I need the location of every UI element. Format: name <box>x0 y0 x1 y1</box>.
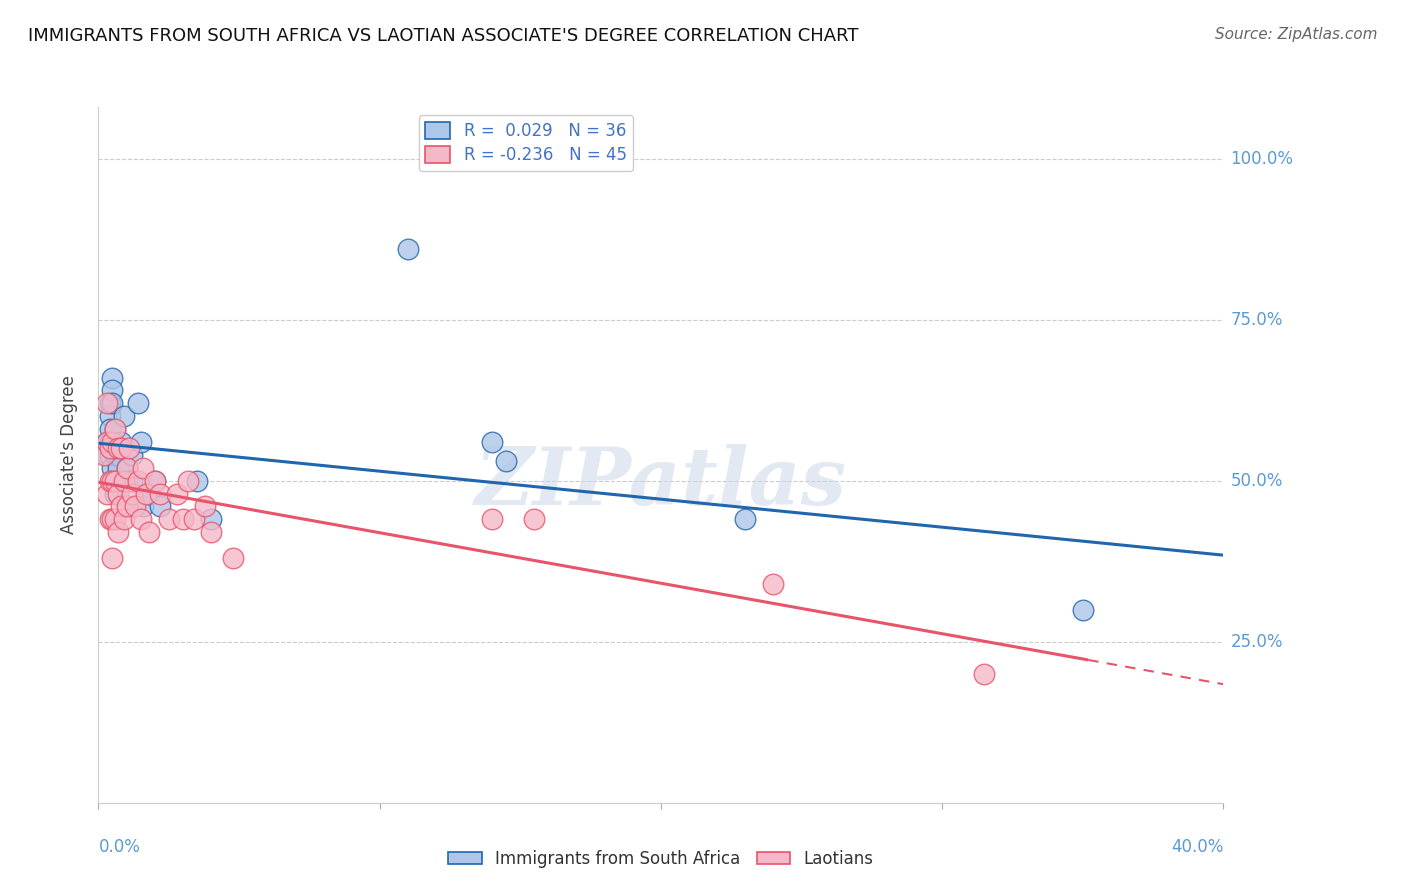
Point <box>96 435 118 450</box>
Point <box>112 512 135 526</box>
Point <box>104 422 127 436</box>
Text: 40.0%: 40.0% <box>1171 838 1223 856</box>
Point <box>481 435 503 450</box>
Point <box>523 512 546 526</box>
Point <box>101 474 124 488</box>
Point <box>98 396 121 410</box>
Text: 25.0%: 25.0% <box>1230 632 1282 651</box>
Point <box>138 486 160 500</box>
Text: 100.0%: 100.0% <box>1230 150 1294 168</box>
Point <box>118 442 141 456</box>
Point <box>104 448 127 462</box>
Point <box>183 512 205 526</box>
Point <box>135 486 157 500</box>
Point <box>127 396 149 410</box>
Point <box>104 474 127 488</box>
Point <box>127 474 149 488</box>
Point <box>107 442 129 456</box>
Text: IMMIGRANTS FROM SOUTH AFRICA VS LAOTIAN ASSOCIATE'S DEGREE CORRELATION CHART: IMMIGRANTS FROM SOUTH AFRICA VS LAOTIAN … <box>28 27 859 45</box>
Point <box>93 448 115 462</box>
Point <box>110 442 132 456</box>
Point <box>177 474 200 488</box>
Point <box>734 512 756 526</box>
Point <box>121 474 143 488</box>
Text: ZIPatlas: ZIPatlas <box>475 444 846 522</box>
Point <box>101 435 124 450</box>
Point <box>104 422 127 436</box>
Point <box>762 576 785 591</box>
Point <box>172 512 194 526</box>
Point <box>138 525 160 540</box>
Point <box>98 448 121 462</box>
Point <box>481 512 503 526</box>
Point <box>132 500 155 514</box>
Point <box>96 486 118 500</box>
Text: 0.0%: 0.0% <box>98 838 141 856</box>
Point <box>104 512 127 526</box>
Point <box>96 435 118 450</box>
Point <box>107 448 129 462</box>
Point <box>396 242 419 256</box>
Point <box>121 448 143 462</box>
Point <box>166 486 188 500</box>
Legend: R =  0.029   N = 36, R = -0.236   N = 45: R = 0.029 N = 36, R = -0.236 N = 45 <box>419 115 633 171</box>
Point <box>112 474 135 488</box>
Point <box>98 422 121 436</box>
Y-axis label: Associate's Degree: Associate's Degree <box>59 376 77 534</box>
Point <box>149 486 172 500</box>
Point <box>96 396 118 410</box>
Text: 75.0%: 75.0% <box>1230 310 1282 328</box>
Point <box>96 448 118 462</box>
Point <box>200 525 222 540</box>
Point <box>115 500 138 514</box>
Point <box>107 460 129 475</box>
Point <box>129 435 152 450</box>
Point <box>98 512 121 526</box>
Text: Source: ZipAtlas.com: Source: ZipAtlas.com <box>1215 27 1378 42</box>
Point <box>101 370 124 384</box>
Point <box>157 512 180 526</box>
Point <box>112 409 135 424</box>
Point <box>132 460 155 475</box>
Point <box>115 474 138 488</box>
Point <box>121 486 143 500</box>
Point <box>194 500 217 514</box>
Point <box>107 486 129 500</box>
Point <box>143 474 166 488</box>
Point <box>107 525 129 540</box>
Point <box>973 667 995 681</box>
Point <box>101 460 124 475</box>
Point <box>115 460 138 475</box>
Legend: Immigrants from South Africa, Laotians: Immigrants from South Africa, Laotians <box>441 844 880 875</box>
Point <box>101 396 124 410</box>
Text: 50.0%: 50.0% <box>1230 472 1282 490</box>
Point <box>1071 602 1094 616</box>
Point <box>101 551 124 566</box>
Point <box>98 435 121 450</box>
Point <box>101 384 124 398</box>
Point <box>129 512 152 526</box>
Point <box>124 500 146 514</box>
Point <box>186 474 208 488</box>
Point <box>222 551 245 566</box>
Point <box>110 435 132 450</box>
Point <box>495 454 517 468</box>
Point <box>98 409 121 424</box>
Point <box>104 474 127 488</box>
Point <box>110 500 132 514</box>
Point <box>115 460 138 475</box>
Point <box>98 474 121 488</box>
Point <box>149 500 172 514</box>
Point <box>104 486 127 500</box>
Point <box>98 442 121 456</box>
Point <box>143 474 166 488</box>
Point <box>200 512 222 526</box>
Point <box>101 512 124 526</box>
